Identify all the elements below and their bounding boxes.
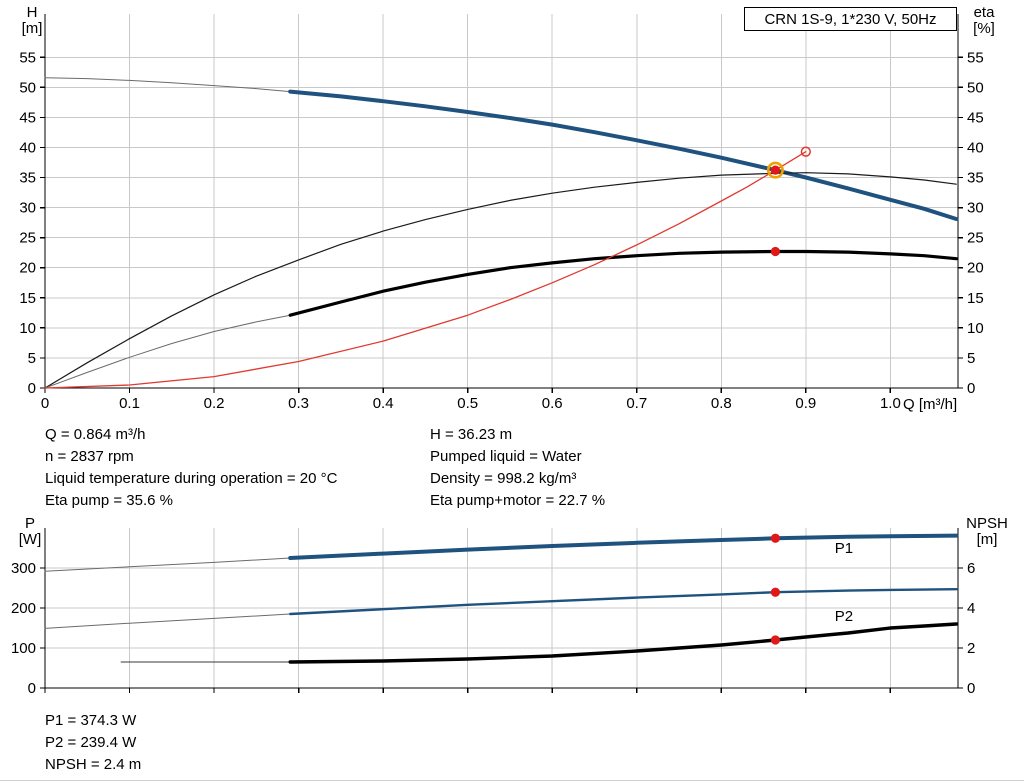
qh-curve — [288, 89, 959, 221]
eta-pump-motor-curve — [288, 249, 958, 317]
tick-label: 0.5 — [457, 395, 478, 412]
tick-label: 0 — [28, 680, 36, 697]
tick-label: 30 — [19, 200, 36, 217]
eta-pump-motor-extension — [44, 314, 291, 389]
eta-axis-title-symbol: eta — [973, 4, 995, 21]
duty-point-head-ring — [766, 161, 784, 179]
duty-point-npsh[interactable] — [770, 635, 781, 645]
affinity-parabola — [44, 151, 807, 389]
tick-label: 0.9 — [795, 395, 816, 412]
p-axis-title-unit: [W] — [18, 531, 42, 548]
qh-curve-extension — [44, 77, 291, 93]
qh-eta-chart[interactable]: 0 5 10 15 20 25 30 35 40 45 50 55 0 5 10 15 20 25 30 35 40 45… — [0, 0, 1024, 415]
tick-label: 45 — [19, 109, 36, 126]
tick-label: 300 — [11, 560, 36, 577]
tick-label: 0.7 — [626, 395, 647, 412]
tick-label: 55 — [967, 49, 984, 66]
tick-label: 40 — [19, 139, 36, 156]
tick-label: 4 — [967, 600, 975, 617]
tick-label: 0.6 — [542, 395, 563, 412]
npsh-axis-title-unit: [m] — [976, 531, 998, 548]
tick-label: 0.8 — [711, 395, 732, 412]
pumped-liquid-text: Pumped liquid = Water — [430, 448, 582, 465]
pump-title-text: CRN 1S-9, 1*230 V, 50Hz — [764, 10, 937, 28]
p2-curve-label: P2 — [835, 608, 853, 625]
tick-label: 25 — [967, 230, 984, 247]
p1-curve-extension — [44, 557, 291, 572]
duty-point-eta[interactable] — [770, 246, 781, 257]
tick-label: 50 — [967, 79, 984, 96]
tick-label: 1.0 — [880, 395, 901, 412]
duty-info-left: Q = 0.864 m³/h n = 2837 rpm Liquid tempe… — [45, 424, 337, 512]
duty-point-head[interactable] — [770, 165, 781, 175]
eta-axis-title: eta [%] — [958, 5, 1010, 37]
p2-curve — [289, 587, 958, 616]
duty-point-p1[interactable] — [770, 533, 781, 543]
duty-info-right: H = 36.23 m Pumped liquid = Water Densit… — [430, 424, 605, 512]
tick-label: 20 — [19, 260, 36, 277]
p1-value-text: P1 = 374.3 W — [45, 712, 137, 729]
tick-label: 0 — [41, 395, 49, 412]
h-axis-title-unit: [m] — [21, 20, 43, 37]
p1-curve-label: P1 — [835, 540, 853, 557]
duty-flow-text: Q = 0.864 m³/h — [45, 426, 146, 443]
eta-axis-title-unit: [%] — [973, 20, 995, 37]
npsh-axis-title: NPSH [m] — [956, 516, 1018, 548]
h-axis-title: H [m] — [10, 5, 54, 37]
tick-label: 10 — [967, 320, 984, 337]
tick-label: 15 — [967, 290, 984, 307]
eta-pump-curve — [44, 172, 957, 389]
duty-point-p2[interactable] — [770, 587, 781, 597]
p2-curve-extension — [44, 613, 291, 629]
nominal-speed-point[interactable] — [800, 146, 811, 157]
tick-label: 0.4 — [373, 395, 394, 412]
npsh-axis-title-symbol: NPSH — [966, 515, 1008, 532]
tick-label: 5 — [28, 350, 36, 367]
power-npsh-chart[interactable]: 0 100 200 300 0 2 4 6 P1 P2 — [0, 515, 1024, 720]
tick-label: 35 — [19, 170, 36, 187]
tick-label: 6 — [967, 560, 975, 577]
speed-text: n = 2837 rpm — [45, 448, 134, 465]
eta-pump-text: Eta pump = 35.6 % — [45, 492, 173, 509]
npsh-curve — [288, 622, 958, 664]
tick-label: 35 — [967, 170, 984, 187]
tick-label: 55 — [19, 49, 36, 66]
npsh-value-text: NPSH = 2.4 m — [45, 756, 142, 773]
tick-label: 20 — [967, 260, 984, 277]
q-axis-label: Q [m³/h] — [903, 396, 958, 413]
tick-label: 50 — [19, 79, 36, 96]
tick-label: 40 — [967, 139, 984, 156]
p-axis-title: P [W] — [8, 516, 52, 548]
tick-label: 25 — [19, 230, 36, 247]
tick-label: 30 — [967, 200, 984, 217]
tick-label: 0.3 — [288, 395, 309, 412]
h-axis-title-symbol: H — [26, 4, 38, 21]
tick-label: 0 — [967, 680, 975, 697]
tick-label: 15 — [19, 290, 36, 307]
pump-title-box: CRN 1S-9, 1*230 V, 50Hz — [744, 7, 957, 31]
tick-label: 10 — [19, 320, 36, 337]
tick-label: 2 — [967, 640, 975, 657]
power-info-block: P1 = 374.3 W P2 = 239.4 W NPSH = 2.4 m — [45, 710, 141, 776]
duty-head-text: H = 36.23 m — [430, 426, 513, 443]
tick-label: 100 — [11, 640, 36, 657]
p1-curve — [288, 533, 959, 560]
density-text: Density = 998.2 kg/m³ — [430, 470, 577, 487]
tick-label: 5 — [967, 350, 975, 367]
tick-label: 200 — [11, 600, 36, 617]
tick-label: 0.2 — [204, 395, 225, 412]
liquid-temperature-text: Liquid temperature during operation = 20… — [45, 470, 338, 487]
tick-label: 0 — [28, 380, 36, 397]
tick-label: 0 — [967, 380, 975, 397]
p-axis-title-symbol: P — [24, 515, 35, 532]
tick-label: 45 — [967, 109, 984, 126]
tick-label: 0.1 — [119, 395, 140, 412]
eta-pump-motor-text: Eta pump+motor = 22.7 % — [430, 492, 606, 509]
p2-value-text: P2 = 239.4 W — [45, 734, 137, 751]
